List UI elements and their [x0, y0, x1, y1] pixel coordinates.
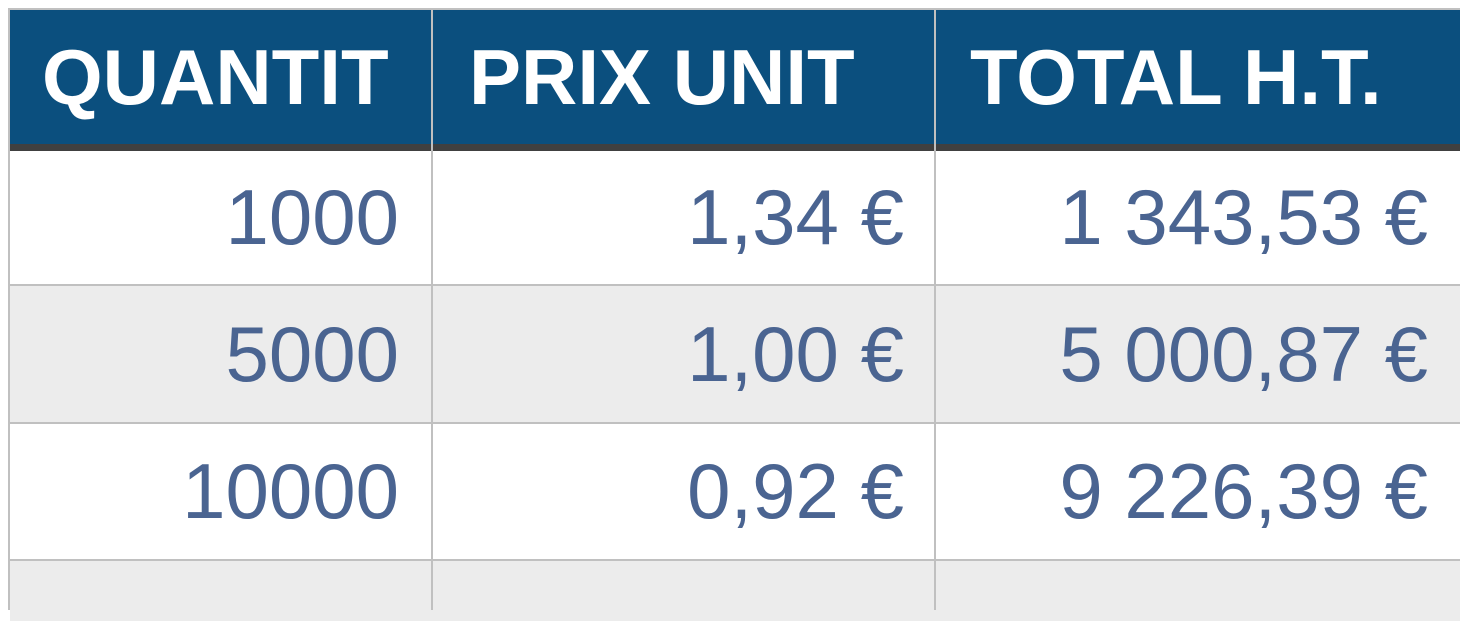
cell-unit-price: 1,00 €	[687, 309, 904, 398]
table-header: QUANTIT PRIX UNIT TOTAL H.T.	[10, 10, 1460, 144]
cell-quantity: 1000	[225, 173, 399, 261]
column-divider	[934, 10, 936, 610]
table-row: 10000 0,92 € 9 226,39 €	[10, 424, 1460, 561]
price-table: QUANTIT PRIX UNIT TOTAL H.T. 1000 1,34 €…	[8, 8, 1460, 621]
cell-quantity: 10000	[182, 447, 399, 535]
cell-quantity: 5000	[225, 309, 399, 398]
cell-total: 9 226,39 €	[1059, 447, 1428, 535]
cell-total: 1 343,53 €	[1059, 173, 1428, 261]
header-quantity: QUANTIT	[42, 33, 389, 121]
table-row: 1000 1,34 € 1 343,53 €	[10, 151, 1460, 286]
table-row-partial	[10, 561, 1460, 621]
table-row: 5000 1,00 € 5 000,87 €	[10, 286, 1460, 424]
header-divider	[10, 144, 1460, 151]
header-total-ht: TOTAL H.T.	[970, 33, 1382, 121]
header-unit-price: PRIX UNIT	[469, 33, 855, 121]
cell-total: 5 000,87 €	[1059, 309, 1428, 398]
cell-unit-price: 1,34 €	[687, 173, 904, 261]
cell-unit-price: 0,92 €	[687, 447, 904, 535]
column-divider	[431, 10, 433, 610]
